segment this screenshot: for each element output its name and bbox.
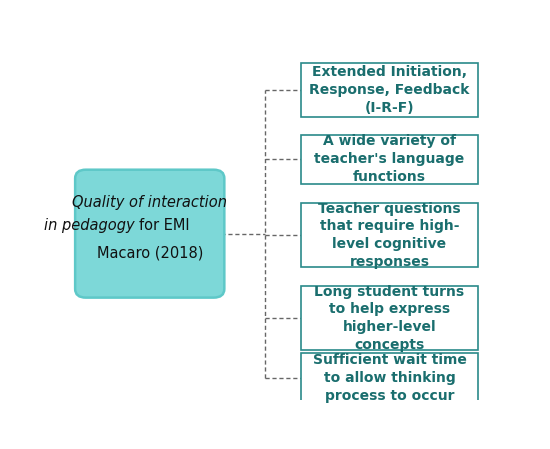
Text: Macaro (2018): Macaro (2018) <box>97 245 203 260</box>
Text: for EMI: for EMI <box>139 217 190 233</box>
FancyBboxPatch shape <box>301 286 478 350</box>
Text: Sufficient wait time
to allow thinking
process to occur: Sufficient wait time to allow thinking p… <box>312 353 466 403</box>
FancyBboxPatch shape <box>75 170 224 298</box>
Text: Teacher questions
that require high-
level cognitive
responses: Teacher questions that require high- lev… <box>318 202 461 269</box>
FancyBboxPatch shape <box>301 203 478 267</box>
FancyBboxPatch shape <box>301 353 478 403</box>
Text: A wide variety of
teacher's language
functions: A wide variety of teacher's language fun… <box>315 135 465 184</box>
FancyBboxPatch shape <box>301 63 478 117</box>
Text: Quality of interaction: Quality of interaction <box>72 195 227 210</box>
Text: in pedagogy: in pedagogy <box>44 217 139 233</box>
FancyBboxPatch shape <box>301 135 478 184</box>
Text: Extended Initiation,
Response, Feedback
(I-R-F): Extended Initiation, Response, Feedback … <box>309 66 470 115</box>
Text: Long student turns
to help express
higher-level
concepts: Long student turns to help express highe… <box>315 285 465 352</box>
